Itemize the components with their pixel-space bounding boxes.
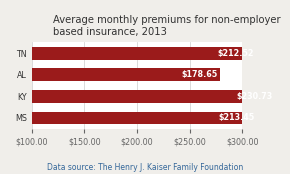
Text: $213.45: $213.45 bbox=[218, 113, 255, 122]
Text: Average monthly premiums for non-employer
based insurance, 2013: Average monthly premiums for non-employe… bbox=[53, 15, 280, 37]
Text: $230.73: $230.73 bbox=[237, 92, 273, 101]
Text: $212.52: $212.52 bbox=[217, 49, 254, 58]
Bar bbox=[32, 68, 220, 81]
Bar bbox=[32, 47, 255, 60]
Bar bbox=[32, 112, 256, 124]
Bar bbox=[32, 90, 274, 103]
Text: Data source: The Henry J. Kaiser Family Foundation: Data source: The Henry J. Kaiser Family … bbox=[47, 163, 243, 172]
Text: $178.65: $178.65 bbox=[182, 70, 218, 79]
